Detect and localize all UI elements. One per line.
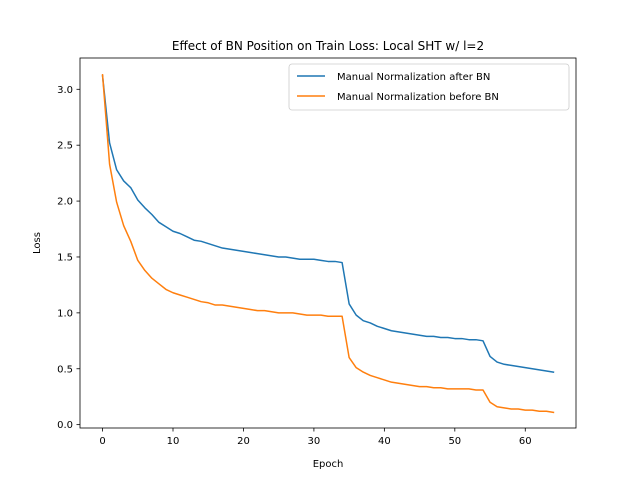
- y-axis-label: Loss: [32, 232, 43, 254]
- y-axis: 0.0 0.5 1.0 1.5 2.0 2.5 3.0: [57, 85, 80, 431]
- legend-label-1: Manual Normalization after BN: [337, 72, 490, 83]
- y-tick-label: 0.5: [57, 364, 73, 375]
- x-tick-label: 30: [308, 436, 321, 447]
- legend-label-2: Manual Normalization before BN: [337, 92, 499, 103]
- y-tick-label: 2.0: [57, 197, 73, 208]
- x-tick-label: 10: [167, 436, 180, 447]
- series-line-1: [101, 75, 555, 373]
- axes-frame: [79, 57, 577, 429]
- x-tick-label: 0: [99, 436, 105, 447]
- series-line-2: [101, 73, 555, 414]
- chart-title: Effect of BN Position on Train Loss: Loc…: [172, 39, 484, 53]
- y-tick-label: 2.5: [57, 141, 73, 152]
- legend: Manual Normalization after BN Manual Norm…: [288, 63, 570, 111]
- x-tick-label: 20: [237, 436, 250, 447]
- legend-box: [288, 63, 570, 111]
- x-tick-label: 40: [378, 436, 391, 447]
- x-tick-label: 50: [448, 436, 461, 447]
- y-tick-label: 0.0: [57, 420, 73, 431]
- x-axis: 0 10 20 30 40 50 60: [99, 428, 532, 447]
- y-tick-label: 1.0: [57, 308, 73, 319]
- y-tick-label: 3.0: [57, 85, 73, 96]
- x-tick-label: 60: [519, 436, 532, 447]
- y-tick-label: 1.5: [57, 252, 73, 263]
- plot-area: [101, 73, 555, 414]
- x-axis-label: Epoch: [313, 459, 344, 470]
